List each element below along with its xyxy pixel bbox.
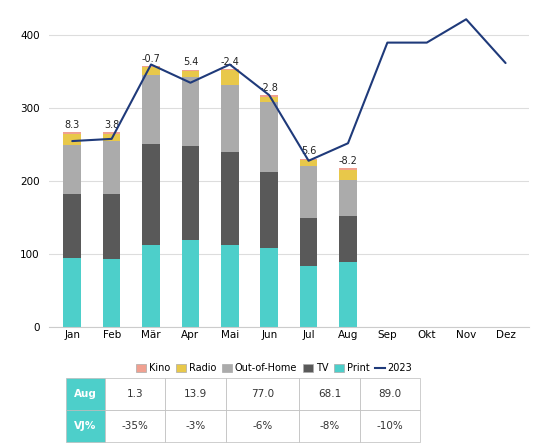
Text: -2.8: -2.8	[260, 83, 279, 93]
Bar	[142, 67, 160, 75]
Bar	[300, 166, 318, 218]
Bar	[103, 194, 120, 259]
Text: -2.4: -2.4	[220, 57, 239, 67]
Bar	[103, 132, 120, 134]
Bar	[300, 160, 318, 166]
Text: 5.4: 5.4	[183, 57, 198, 67]
Bar	[221, 70, 239, 85]
Bar	[221, 69, 239, 70]
Bar	[300, 159, 318, 160]
Bar	[63, 145, 81, 194]
Bar	[300, 266, 318, 327]
Legend: Kino, Radio, Out-of-Home, TV, Print, 2023: Kino, Radio, Out-of-Home, TV, Print, 202…	[137, 363, 413, 373]
Bar	[260, 97, 278, 103]
Bar	[63, 134, 81, 145]
Bar	[339, 168, 357, 169]
Bar	[142, 66, 160, 67]
Bar	[339, 262, 357, 327]
Bar	[260, 95, 278, 97]
Bar	[181, 69, 199, 71]
Bar	[63, 132, 81, 134]
Bar	[221, 152, 239, 246]
Bar	[181, 240, 199, 327]
Text: 8.3: 8.3	[65, 120, 80, 130]
Bar	[260, 248, 278, 327]
Bar	[260, 103, 278, 172]
Bar	[221, 85, 239, 152]
Text: 5.6: 5.6	[301, 146, 316, 156]
Bar	[103, 259, 120, 327]
Bar	[142, 75, 160, 144]
Bar	[103, 141, 120, 194]
Text: -8.2: -8.2	[339, 156, 357, 166]
Bar	[142, 245, 160, 327]
Bar	[260, 172, 278, 248]
Bar	[339, 169, 357, 180]
Bar	[181, 71, 199, 77]
Bar	[339, 216, 357, 262]
Bar	[63, 194, 81, 258]
Bar	[221, 246, 239, 327]
Bar	[339, 180, 357, 216]
Text: -0.7: -0.7	[141, 54, 160, 64]
Bar	[181, 146, 199, 240]
Bar	[63, 258, 81, 327]
Bar	[103, 134, 120, 141]
Text: 3.8: 3.8	[104, 120, 119, 130]
Bar	[181, 77, 199, 146]
Bar	[142, 144, 160, 245]
Bar	[300, 218, 318, 266]
